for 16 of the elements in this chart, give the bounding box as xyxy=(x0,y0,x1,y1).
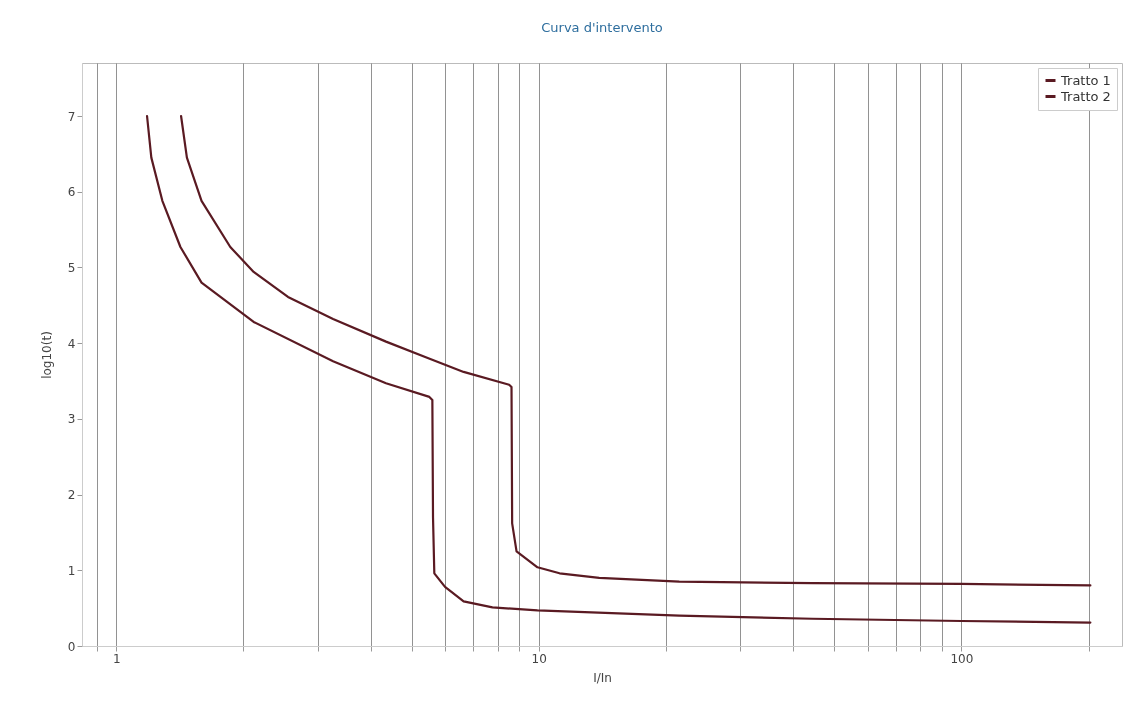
y-axis-title: log10(t) xyxy=(39,331,54,379)
legend-label: Tratto 1 xyxy=(1060,72,1111,88)
y-tick-label: 5 xyxy=(67,260,76,275)
y-tick-label: 1 xyxy=(67,563,76,578)
x-tick-label: 1 xyxy=(112,651,121,666)
y-tick-label: 7 xyxy=(67,109,76,124)
legend-label: Tratto 2 xyxy=(1060,88,1111,104)
y-tick-label: 6 xyxy=(67,185,76,200)
x-tick-label: 10 xyxy=(531,651,547,666)
y-tick-label: 2 xyxy=(67,488,76,503)
x-axis-title: I/In xyxy=(593,670,612,685)
x-tick-label: 100 xyxy=(950,651,974,666)
y-tick-label: 3 xyxy=(67,412,76,427)
y-tick-label: 0 xyxy=(67,639,76,654)
chart-title: Curva d'intervento xyxy=(541,20,663,35)
y-tick-label: 4 xyxy=(67,336,76,351)
